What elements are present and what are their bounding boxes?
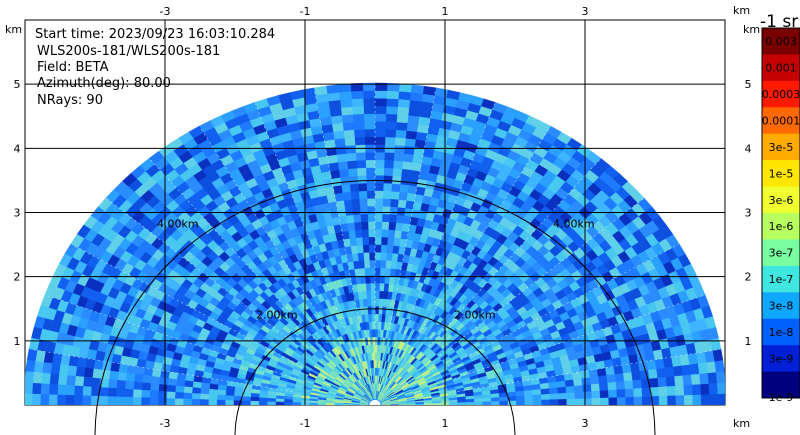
x-tick-label-bottom: -1 xyxy=(300,417,311,430)
azimuth-label: Azimuth(deg): 80.00 xyxy=(37,76,171,91)
colorbar-swatch xyxy=(762,345,800,373)
y-unit-right: km xyxy=(743,23,760,36)
colorbar-tick-label: 3e-9 xyxy=(769,352,794,365)
y-tick-label-right: 4 xyxy=(745,142,752,155)
colorbar: 0.003 0.001 0.0003 0.0001 3e-5 1e-5 3e-6 1e-6 3e… xyxy=(761,27,800,404)
y-unit-left: km xyxy=(5,23,22,36)
range-ring-label: 4.00km xyxy=(553,218,595,231)
grid-lines xyxy=(25,20,725,405)
colorbar-tick-label: 1e-7 xyxy=(769,273,794,286)
beta-field-layer xyxy=(25,82,725,405)
colorbar-swatch xyxy=(762,265,800,293)
range-ring-label: 4.00km xyxy=(157,218,199,231)
y-tick-label-right: 1 xyxy=(745,335,752,348)
range-ring-label: 2.00km xyxy=(454,308,496,321)
colorbar-swatch xyxy=(762,318,800,346)
y-tick-label-left: 3 xyxy=(14,207,21,220)
x-tick-label-top: -1 xyxy=(300,5,311,18)
colorbar-tick-label: 3e-7 xyxy=(769,247,794,260)
colorbar-swatch xyxy=(762,186,800,214)
y-tick-label-left: 2 xyxy=(14,271,21,284)
range-ring xyxy=(234,308,516,435)
colorbar-tick-label: 1e-6 xyxy=(769,220,794,233)
y-tick-label-right: 3 xyxy=(745,207,752,220)
colorbar-swatch xyxy=(762,28,800,55)
colorbar-tick-label: 0.0001 xyxy=(762,115,800,128)
colorbar-tick-label: 3e-5 xyxy=(769,141,794,154)
axis-ticks: -3 -3 -1 -1 1 1 3 3 1 1 2 2 3 3 4 4 5 5 xyxy=(14,5,752,430)
x-tick-label-top: 3 xyxy=(582,5,589,18)
x-unit-top: km xyxy=(733,4,750,17)
colorbar-tick-label: 0.001 xyxy=(765,62,797,75)
y-tick-label-left: 4 xyxy=(14,142,21,155)
x-tick-label-top: -3 xyxy=(160,5,171,18)
range-ring xyxy=(94,179,656,435)
colorbar-swatch xyxy=(762,133,800,161)
nrays-label: NRays: 90 xyxy=(37,93,103,108)
colorbar-tick-label: 0.003 xyxy=(765,35,797,48)
x-tick-label-bottom: -3 xyxy=(160,417,171,430)
colorbar-swatch xyxy=(762,107,800,135)
colorbar-swatch xyxy=(762,54,800,82)
instrument-label: WLS200s-181/WLS200s-181 xyxy=(37,44,220,59)
colorbar-tick-label: 1e-5 xyxy=(769,167,794,180)
x-tick-label-bottom: 1 xyxy=(442,417,449,430)
colorbar-swatch xyxy=(762,213,800,240)
colorbar-swatch xyxy=(762,160,800,188)
colorbar-swatch xyxy=(762,371,800,399)
colorbar-tick-label: 3e-6 xyxy=(769,194,794,207)
x-unit-bottom: km xyxy=(733,417,750,430)
colorbar-swatch xyxy=(762,80,800,108)
range-rings: 2.00km 2.00km 4.00km 4.00km xyxy=(94,179,656,435)
y-tick-label-left: 5 xyxy=(14,78,21,91)
colorbar-unit-label: -1 sr xyxy=(760,12,798,32)
colorbar-swatch xyxy=(762,292,800,320)
x-tick-label-top: 1 xyxy=(442,5,449,18)
colorbar-tick-label: 0.0003 xyxy=(762,88,800,101)
colorbar-tick-label: 3e-8 xyxy=(769,300,794,313)
y-tick-label-left: 1 xyxy=(14,335,21,348)
colorbar-tick-label: 1e-9 xyxy=(769,391,794,404)
colorbar-tick-label: 1e-8 xyxy=(769,326,794,339)
y-tick-label-right: 5 xyxy=(745,78,752,91)
range-ring-label: 2.00km xyxy=(256,308,298,321)
colorbar-swatch xyxy=(762,239,800,267)
start-time-label: Start time: 2023/09/23 16:03:10.284 xyxy=(35,27,275,42)
field-label: Field: BETA xyxy=(37,60,109,75)
y-tick-label-right: 2 xyxy=(745,271,752,284)
x-tick-label-bottom: 3 xyxy=(582,417,589,430)
